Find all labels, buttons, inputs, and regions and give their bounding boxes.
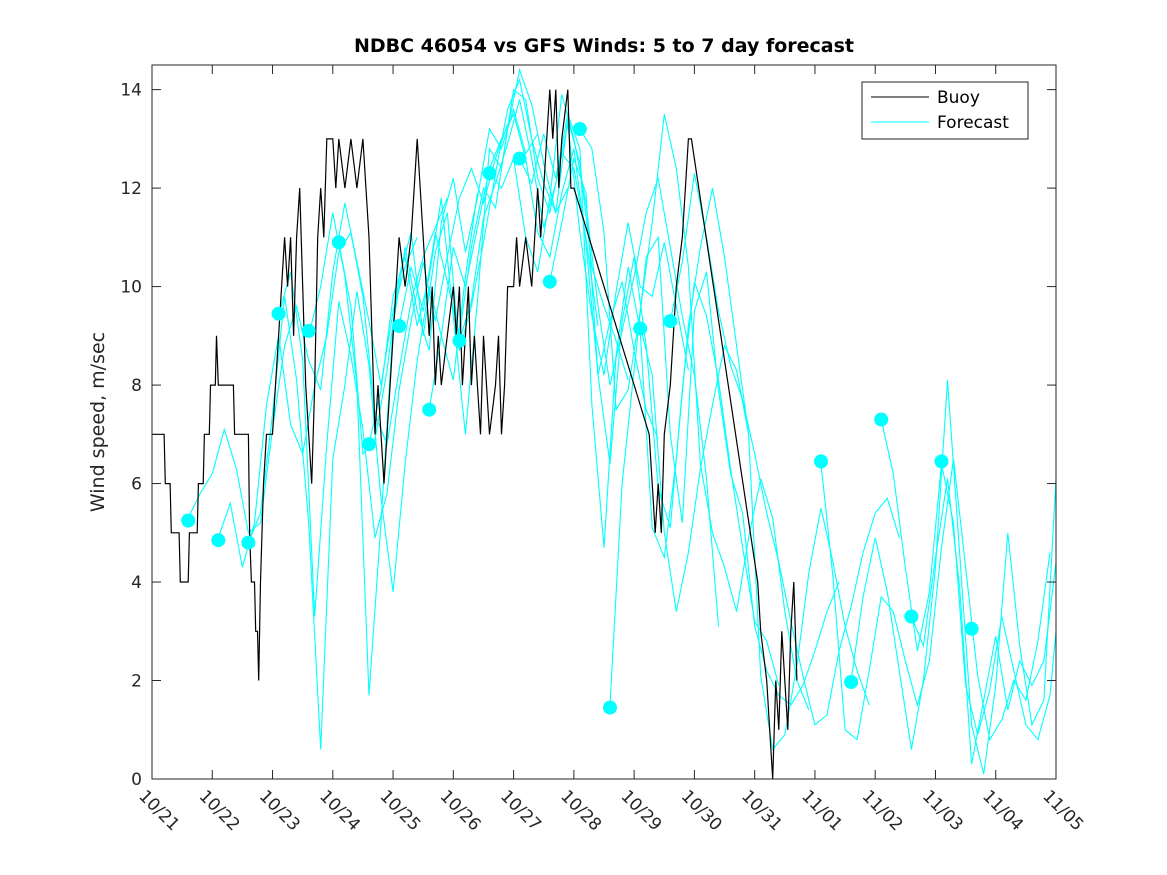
marker-layer — [181, 122, 979, 715]
forecast-line-10 — [458, 99, 689, 376]
forecast-start-marker-20 — [874, 412, 889, 427]
forecast-line-18 — [820, 458, 1051, 742]
forecast-start-marker-5 — [301, 323, 316, 338]
forecast-start-marker-7 — [362, 437, 376, 452]
y-tick-label-14: 14 — [120, 81, 142, 101]
legend-forecast-label: Forecast — [937, 113, 1009, 133]
forecast-start-marker-12 — [512, 151, 527, 166]
y-tick-label-12: 12 — [120, 179, 142, 199]
forecast-line-3 — [247, 192, 478, 750]
forecast-line-2 — [217, 197, 448, 568]
forecast-start-marker-9 — [422, 402, 437, 417]
forecast-start-marker-22 — [934, 454, 949, 469]
y-tick-label-0: 0 — [131, 770, 142, 790]
forecast-line-14 — [579, 114, 810, 711]
forecast-start-marker-2 — [211, 533, 226, 548]
chart-title: NDBC 46054 vs GFS Winds: 5 to 7 day fore… — [354, 35, 854, 57]
series-layer — [152, 67, 1057, 780]
forecast-start-marker-11 — [482, 166, 497, 181]
forecast-line-9 — [428, 112, 659, 440]
buoy-line — [152, 89, 798, 780]
y-axis-label: Wind speed, m/sec — [87, 332, 109, 512]
forecast-line-20 — [880, 419, 1057, 741]
forecast-start-marker-14 — [572, 122, 587, 136]
forecast-start-marker-17 — [663, 314, 678, 329]
forecast-line-5 — [308, 107, 539, 696]
forecast-start-marker-8 — [392, 319, 407, 333]
forecast-start-marker-13 — [542, 274, 557, 289]
forecast-line-13 — [549, 156, 780, 686]
forecast-start-marker-23 — [964, 621, 979, 636]
y-tick-label-10: 10 — [120, 278, 142, 298]
forecast-start-marker-10 — [452, 333, 467, 348]
forecast-start-marker-15 — [603, 700, 617, 715]
forecast-start-marker-18 — [814, 454, 828, 469]
forecast-line-15 — [609, 235, 840, 706]
forecast-line-21 — [910, 478, 1057, 765]
forecast-line-4 — [278, 123, 509, 617]
forecast-start-marker-6 — [331, 235, 346, 250]
y-tick-label-6: 6 — [131, 475, 142, 495]
legend-buoy-label: Buoy — [937, 88, 980, 108]
y-tick-label-2: 2 — [131, 672, 142, 692]
legend-box — [861, 81, 1029, 140]
y-tick-label-4: 4 — [131, 573, 142, 593]
y-tick-label-8: 8 — [131, 376, 142, 396]
forecast-start-marker-1 — [181, 513, 196, 528]
forecast-line-19 — [850, 380, 1057, 775]
forecast-start-marker-19 — [844, 675, 859, 689]
forecast-line-11 — [489, 94, 720, 627]
forecast-start-marker-4 — [271, 306, 286, 321]
plot-frame — [151, 64, 1057, 780]
forecast-start-marker-16 — [633, 321, 648, 336]
legend: Buoy Forecast — [861, 81, 1029, 140]
forecast-start-marker-3 — [241, 535, 256, 550]
forecast-start-marker-21 — [904, 609, 919, 624]
